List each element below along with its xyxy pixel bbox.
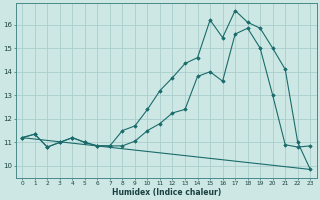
X-axis label: Humidex (Indice chaleur): Humidex (Indice chaleur) bbox=[112, 188, 221, 197]
